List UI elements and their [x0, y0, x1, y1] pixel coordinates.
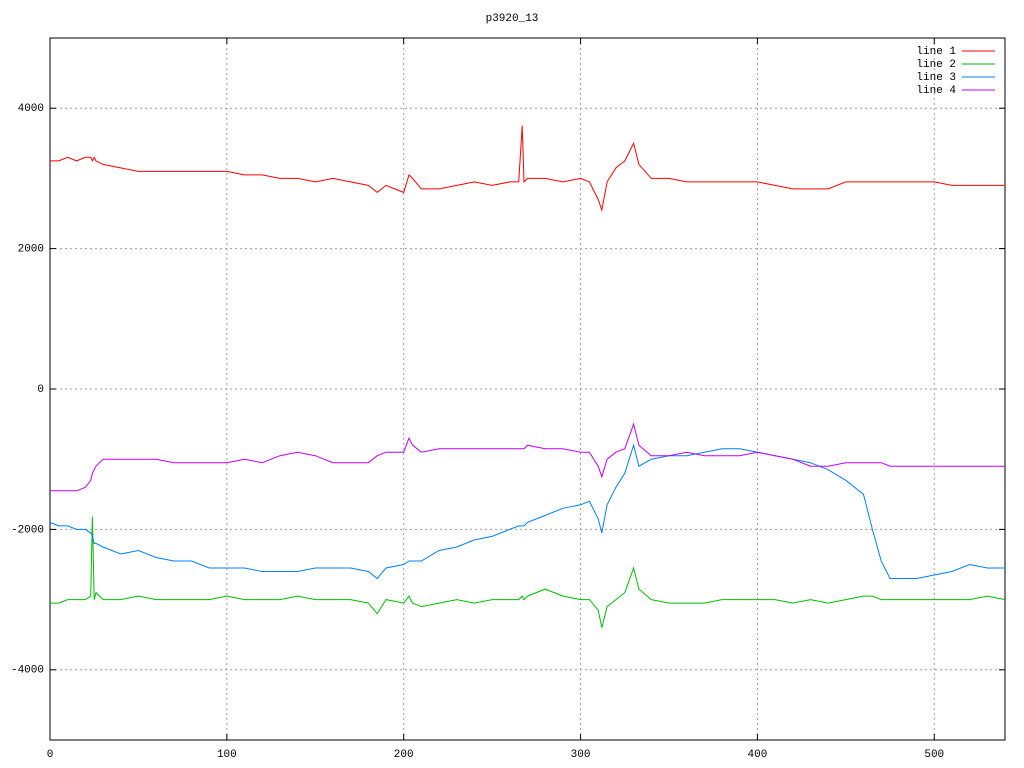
y-tick-label: 0 [37, 384, 44, 396]
data-line [50, 516, 1006, 628]
data-line [50, 422, 1005, 492]
y-tick-label: 4000 [18, 103, 44, 115]
y-tick-label: -4000 [11, 665, 44, 677]
data-line [50, 125, 1005, 212]
chart-title: p3920_13 [486, 13, 539, 25]
legend-label: line 3 [916, 72, 956, 84]
x-tick-label: 200 [394, 749, 414, 761]
x-tick-label: 400 [748, 749, 768, 761]
plot-border [49, 37, 1006, 741]
legend-label: line 2 [916, 59, 956, 71]
x-tick-label: 0 [47, 749, 54, 761]
legend-label: line 1 [916, 46, 956, 58]
data-line [49, 443, 1005, 580]
legend-label: line 4 [916, 85, 956, 97]
x-tick-label: 300 [571, 749, 591, 761]
x-tick-label: 500 [924, 749, 944, 761]
y-tick-label: 2000 [18, 244, 44, 256]
x-tick-label: 100 [217, 749, 237, 761]
y-tick-label: -2000 [11, 524, 44, 536]
